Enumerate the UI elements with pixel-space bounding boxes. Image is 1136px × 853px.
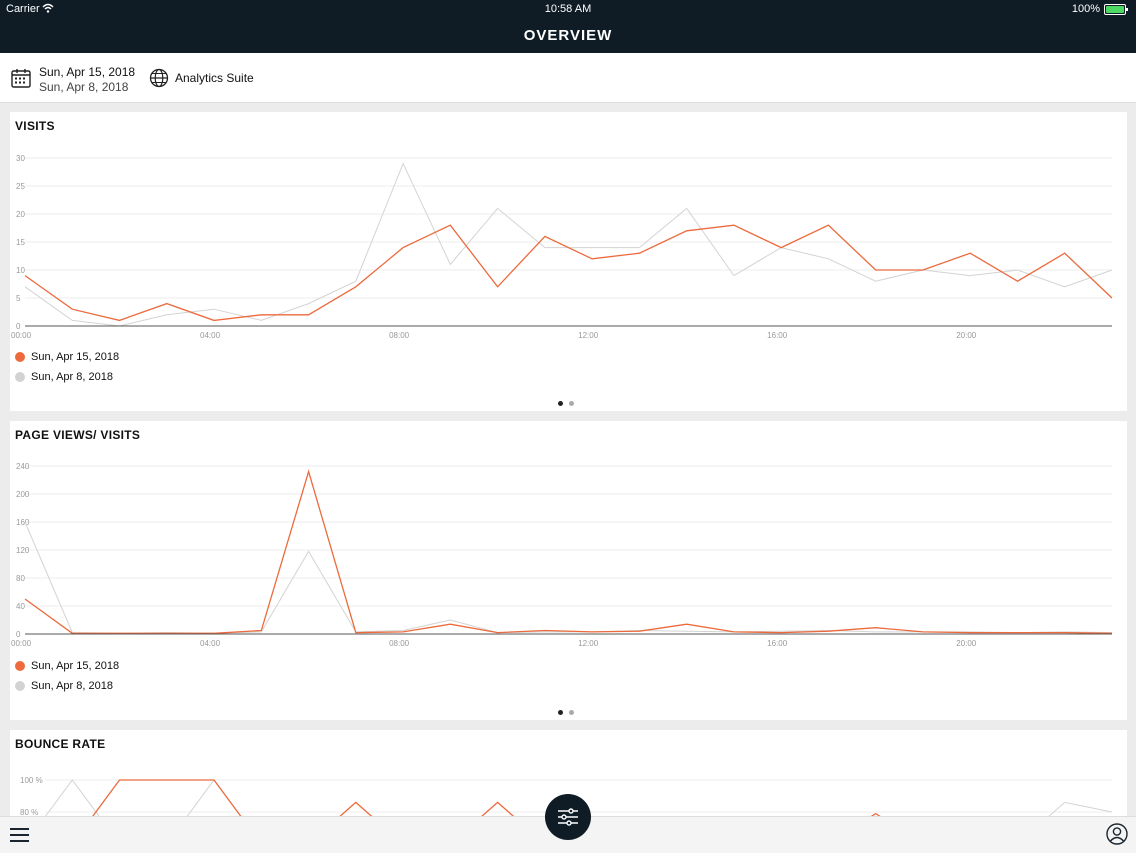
carrier-label: Carrier	[6, 3, 40, 15]
x-tick-label: 00:00	[11, 639, 32, 648]
legend-dot	[15, 661, 25, 671]
page-views-card: PAGE VIEWS/ VISITS 0 40 80 120 160 200 240 00:0…	[10, 421, 1127, 720]
y-tick-label: 160	[16, 518, 30, 527]
card-title: PAGE VIEWS/ VISITS	[15, 428, 141, 442]
wifi-icon	[42, 3, 54, 16]
y-tick-label: 240	[16, 462, 30, 471]
legend-item-current[interactable]: Sun, Apr 15, 2018	[15, 347, 119, 367]
y-tick-label: 0	[16, 322, 21, 331]
page-indicator[interactable]	[558, 393, 580, 411]
clock: 10:58 AM	[544, 3, 592, 15]
hamburger-menu-icon[interactable]	[10, 827, 29, 848]
y-tick-label: 10	[16, 266, 25, 275]
series-line-0	[24, 469, 1113, 634]
x-tick-label: 12:00	[578, 639, 599, 648]
legend-item-current[interactable]: Sun, Apr 15, 2018	[15, 656, 119, 676]
filter-settings-button[interactable]	[545, 794, 591, 840]
battery-percent: 100%	[1071, 3, 1100, 15]
visits-card: VISITS 0 5 10 15 20 25 30 00:00 04:00 08:00 12:00 1…	[10, 112, 1127, 411]
y-tick-label: 20	[16, 210, 25, 219]
y-tick-label: 40	[16, 602, 25, 611]
legend-label: Sun, Apr 15, 2018	[31, 351, 120, 363]
y-tick-label: 200	[16, 490, 30, 499]
x-tick-label: 20:00	[956, 331, 977, 340]
chart-legend: Sun, Apr 15, 2018 Sun, Apr 8, 2018	[15, 656, 119, 696]
y-tick-label: 80	[16, 574, 25, 583]
calendar-icon[interactable]	[11, 68, 31, 93]
nav-bar: OVERVIEW	[0, 18, 1136, 53]
status-bar: Carrier 10:58 AM 100%	[0, 0, 1136, 18]
y-tick-label: 5	[16, 294, 21, 303]
user-profile-icon[interactable]	[1106, 823, 1128, 850]
x-tick-label: 00:00	[11, 331, 32, 340]
legend-dot	[15, 372, 25, 382]
x-tick-label: 08:00	[389, 639, 410, 648]
page-indicator[interactable]	[558, 702, 580, 720]
x-tick-label: 12:00	[578, 331, 599, 340]
y-tick-label: 100 %	[20, 776, 43, 785]
x-tick-label: 16:00	[767, 639, 788, 648]
series-line-1	[24, 162, 1113, 327]
legend-item-previous[interactable]: Sun, Apr 8, 2018	[15, 367, 119, 387]
report-suite-selector[interactable]: Analytics Suite	[175, 71, 254, 85]
y-tick-label: 0	[16, 630, 21, 639]
y-tick-label: 120	[16, 546, 30, 555]
series-line-0	[92, 779, 881, 816]
legend-label: Sun, Apr 15, 2018	[31, 660, 120, 672]
y-tick-label: 25	[16, 182, 25, 191]
x-tick-label: 04:00	[200, 331, 221, 340]
legend-item-previous[interactable]: Sun, Apr 8, 2018	[15, 676, 119, 696]
visits-chart: 0 5 10 15 20 25 30 00:00 04:00 08:00 12:00 16:00 20:…	[11, 154, 1113, 340]
card-title: VISITS	[15, 119, 55, 133]
globe-icon[interactable]	[149, 68, 169, 93]
x-tick-label: 04:00	[200, 639, 221, 648]
chart-legend: Sun, Apr 15, 2018 Sun, Apr 8, 2018	[15, 347, 119, 387]
x-tick-label: 16:00	[767, 331, 788, 340]
x-tick-label: 20:00	[956, 639, 977, 648]
comparison-date: Sun, Apr 8, 2018	[39, 80, 129, 94]
series-line-1	[45, 779, 1113, 816]
primary-date: Sun, Apr 15, 2018	[39, 65, 136, 79]
page-views-chart: 0 40 80 120 160 200 240 00:00 04:00 08:00 12:00 16:…	[11, 462, 1113, 648]
legend-dot	[15, 681, 25, 691]
x-tick-label: 08:00	[389, 331, 410, 340]
battery-icon	[1104, 4, 1128, 15]
legend-label: Sun, Apr 8, 2018	[31, 680, 113, 692]
y-tick-label: 30	[16, 154, 25, 163]
filter-bar: Sun, Apr 15, 2018 Sun, Apr 8, 2018 Analy…	[0, 53, 1136, 103]
card-title: BOUNCE RATE	[15, 737, 106, 751]
legend-dot	[15, 352, 25, 362]
y-tick-label: 80 %	[20, 808, 38, 816]
page-title: OVERVIEW	[523, 27, 613, 44]
legend-label: Sun, Apr 8, 2018	[31, 371, 113, 383]
y-tick-label: 15	[16, 238, 25, 247]
date-range-selector[interactable]: Sun, Apr 15, 2018 Sun, Apr 8, 2018	[39, 65, 135, 95]
series-line-0	[24, 224, 1113, 322]
sliders-icon	[558, 808, 578, 826]
